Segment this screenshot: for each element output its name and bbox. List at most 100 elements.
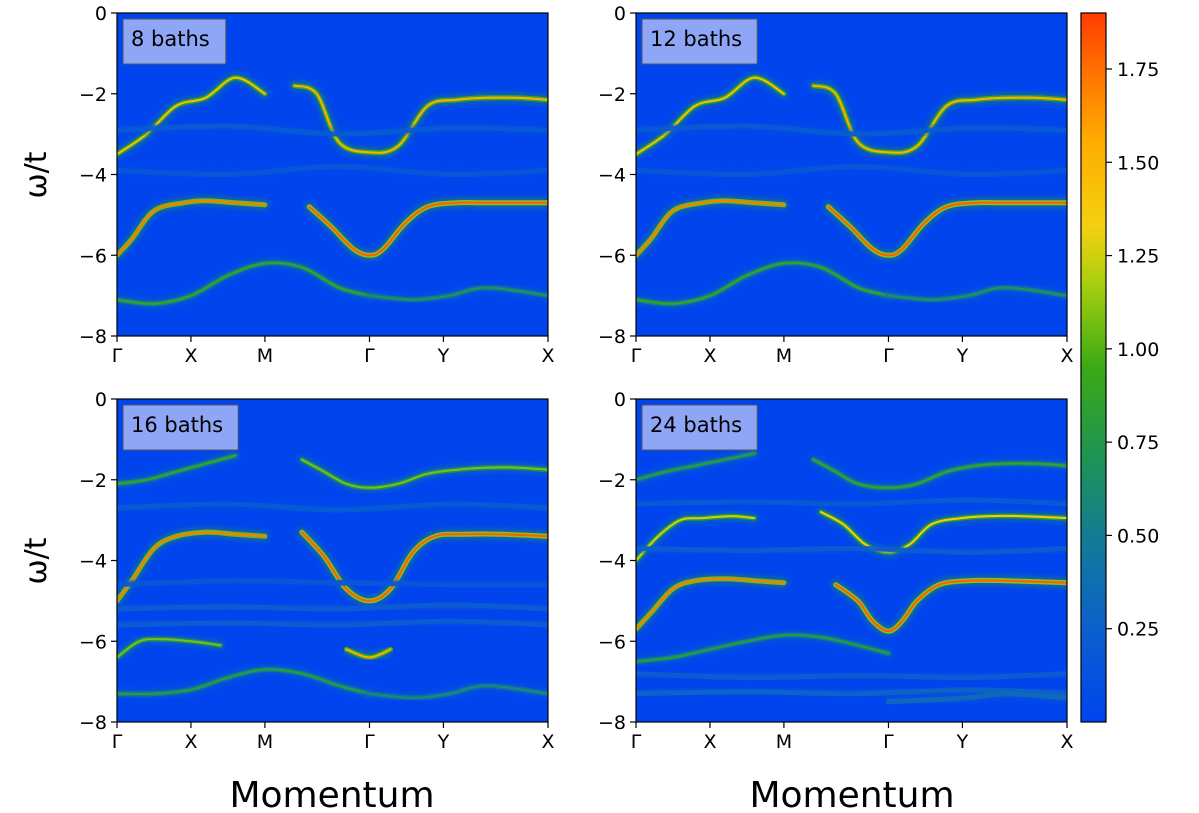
x-tick-label: M: [257, 731, 273, 753]
heatmap-background: [636, 399, 1067, 722]
x-tick-label: M: [776, 345, 792, 367]
panel-4: 0−2−4−6−8Γ X M Γ Y X24 baths: [598, 389, 1074, 753]
x-tick-label: Y: [437, 731, 450, 753]
y-tick-label: −8: [598, 326, 626, 348]
panel-label: 24 baths: [641, 404, 758, 451]
x-tick-label: X: [703, 731, 716, 753]
band-7-body: [636, 123, 1067, 137]
y-tick-label: −2: [598, 470, 626, 492]
y-tick-label: −2: [79, 84, 107, 106]
y-tick-label: 0: [614, 389, 626, 411]
y-tick-label: −6: [79, 631, 107, 653]
y-tick-label: −8: [79, 712, 107, 734]
panel-label-box: [122, 18, 227, 65]
x-tick-label: X: [541, 345, 554, 367]
x-tick-label: Γ: [631, 731, 642, 753]
x-tick-label: X: [1060, 731, 1073, 753]
x-tick-label: Y: [437, 345, 450, 367]
x-axis-label-right: Momentum: [749, 775, 954, 813]
band-7-core: [636, 633, 890, 663]
band-12-body: [636, 545, 1067, 555]
band-4-core: [308, 201, 548, 257]
colorbar-tick-label: 0.75: [1117, 432, 1159, 454]
x-tick-label: M: [776, 731, 792, 753]
band-5-core: [117, 261, 371, 305]
x-tick-label: Y: [956, 345, 969, 367]
x-tick-label: X: [184, 731, 197, 753]
y-tick-label: −4: [79, 165, 107, 187]
band-8-core: [368, 684, 548, 699]
band-3-core: [636, 515, 756, 562]
panel-3: 0−2−4−6−8Γ X M Γ Y X16 baths: [79, 389, 555, 753]
band-11-body: [636, 497, 1067, 507]
x-tick-label: X: [184, 345, 197, 367]
panel-2: 0−2−4−6−8Γ X M Γ Y X12 baths: [598, 3, 1074, 367]
band-9-body: [117, 501, 548, 513]
heatmap-background: [117, 399, 548, 722]
panel-label-box: [641, 404, 758, 451]
y-axis-label-top: ω/t: [19, 151, 54, 198]
band-6-core: [834, 579, 1067, 633]
panel-label-box: [641, 18, 758, 65]
x-tick-label: Γ: [364, 731, 375, 753]
y-tick-label: −4: [598, 165, 626, 187]
colorbar-tick-label: 1.50: [1117, 152, 1159, 174]
band-2-core: [812, 458, 1067, 489]
y-axis-label-bottom: ω/t: [19, 537, 54, 584]
panel-label-box: [122, 404, 239, 451]
band-4-core: [819, 511, 1067, 554]
x-tick-label: Γ: [112, 345, 123, 367]
colorbar-tick-label: 1.00: [1117, 339, 1159, 361]
y-tick-label: −2: [598, 84, 626, 106]
colorbar-tick-label: 0.25: [1117, 619, 1159, 641]
panel-label: 8 baths: [122, 18, 227, 65]
panel-label: 12 baths: [641, 18, 758, 65]
band-3-core: [117, 199, 266, 257]
band-6-core: [345, 648, 392, 659]
band-7-body: [117, 123, 548, 137]
band-7-core: [117, 668, 371, 696]
colorbar-tick-label: 1.75: [1117, 59, 1159, 81]
panel-1: 0−2−4−6−8Γ X M Γ Y X8 baths: [79, 3, 555, 367]
x-tick-label: Γ: [631, 345, 642, 367]
band-10-body: [886, 691, 1067, 705]
panel-label: 16 baths: [122, 404, 239, 451]
band-3-core: [636, 199, 785, 257]
y-tick-label: −6: [79, 245, 107, 267]
colorbar-tick-label: 1.25: [1117, 246, 1159, 268]
y-tick-label: 0: [95, 3, 107, 25]
colorbar-tick-label: 0.50: [1117, 525, 1159, 547]
x-tick-label: Γ: [112, 731, 123, 753]
x-tick-label: Γ: [883, 731, 894, 753]
x-tick-label: M: [257, 345, 273, 367]
y-tick-label: −4: [79, 551, 107, 573]
band-4-core: [300, 531, 548, 602]
band-10-body: [117, 602, 548, 612]
y-tick-label: −8: [598, 712, 626, 734]
panel-label-text: 16 baths: [131, 413, 223, 437]
y-tick-label: −6: [598, 631, 626, 653]
y-tick-label: −4: [598, 551, 626, 573]
band-1-core: [636, 452, 756, 481]
band-8-body: [636, 163, 1067, 178]
panel-label-text: 24 baths: [650, 413, 742, 437]
band-8-body: [117, 163, 548, 178]
band-4-core: [827, 201, 1067, 257]
band-2-core: [300, 458, 548, 489]
panel-label-text: 8 baths: [131, 27, 210, 51]
band-5-core: [636, 577, 785, 631]
x-tick-label: Γ: [883, 345, 894, 367]
spectral-bands: [636, 73, 1067, 309]
y-tick-label: 0: [614, 3, 626, 25]
band-5-core: [117, 638, 222, 659]
colorbar: 0.25 0.50 0.75 1.00 1.25 1.50 1.75: [1080, 12, 1159, 723]
band-11-body: [117, 618, 548, 628]
spectral-bands: [117, 73, 548, 309]
x-tick-label: Γ: [364, 345, 375, 367]
y-tick-label: 0: [95, 389, 107, 411]
band-12-body: [117, 578, 548, 588]
x-tick-label: Y: [956, 731, 969, 753]
spectral-bands: [117, 451, 548, 703]
y-tick-label: −6: [598, 245, 626, 267]
